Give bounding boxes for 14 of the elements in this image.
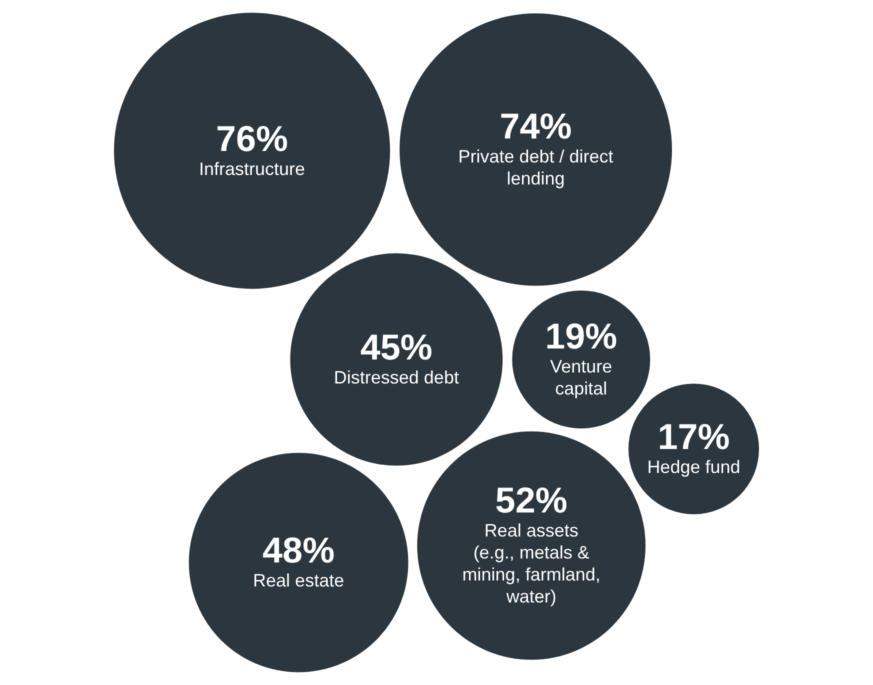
category-label: Venture capital: [550, 356, 612, 398]
category-label: Distressed debt: [334, 367, 459, 388]
data-label: 52%: [495, 480, 568, 521]
data-label: 48%: [262, 530, 335, 571]
data-label: 76%: [216, 118, 288, 159]
category-label: Hedge fund: [647, 456, 740, 477]
category-label: Real estate: [253, 570, 344, 591]
category-label: Private debt / direct lending: [458, 146, 614, 189]
data-label: 74%: [500, 106, 572, 147]
data-label: 17%: [658, 416, 730, 457]
data-label: 19%: [545, 315, 618, 356]
category-label: Real assets (e.g., metals & mining, farmland, water): [462, 520, 600, 607]
category-label: Infrastructure: [199, 158, 306, 179]
data-label: 45%: [360, 326, 432, 368]
